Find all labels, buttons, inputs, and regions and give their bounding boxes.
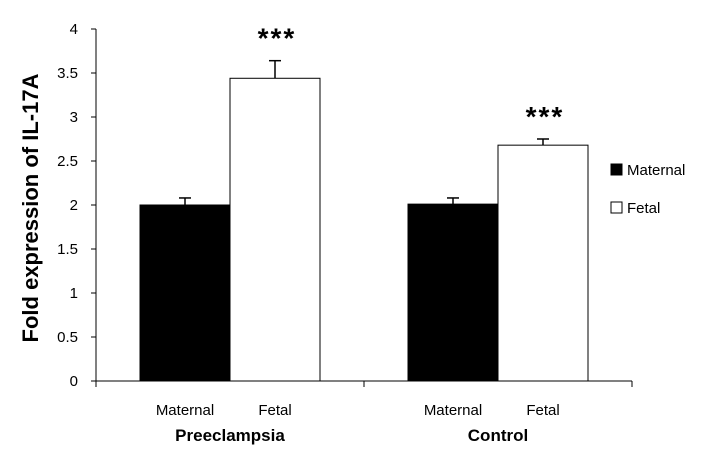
- x-category-label: Fetal: [258, 402, 291, 419]
- legend: Maternal Fetal: [610, 162, 685, 217]
- x-category-label: Maternal: [424, 402, 482, 419]
- bar-preeclampsia-fetal: [229, 77, 321, 382]
- group-label: Preeclampsia: [175, 426, 285, 445]
- group-label: Control: [468, 426, 528, 445]
- legend-label-fetal: Fetal: [627, 200, 660, 217]
- y-tick-label: 2.5: [57, 153, 78, 170]
- y-tick-label: 2: [70, 197, 78, 214]
- significance-label: ***: [258, 23, 297, 54]
- y-tick-label: 0.5: [57, 329, 78, 346]
- y-axis-label: Fold expression of IL-17A: [18, 73, 43, 342]
- x-category-label: Fetal: [526, 402, 559, 419]
- x-category-label: Maternal: [156, 402, 214, 419]
- bar-control-fetal: [497, 144, 589, 382]
- legend-label-maternal: Maternal: [627, 162, 685, 179]
- y-tick-label: 3.5: [57, 65, 78, 82]
- y-tick-label: 3: [70, 109, 78, 126]
- bar-preeclampsia-maternal: [139, 204, 231, 382]
- y-tick-label: 0: [70, 373, 78, 390]
- y-tick-label: 1: [70, 285, 78, 302]
- significance-label: ***: [526, 101, 565, 132]
- labels: Fold expression of IL-17A Maternal *** Feta…: [18, 23, 565, 445]
- bar-control-maternal: [407, 203, 499, 382]
- legend-swatch-maternal: [610, 163, 623, 176]
- y-tick-label: 1.5: [57, 241, 78, 258]
- legend-swatch-fetal: [610, 201, 623, 214]
- y-tick-label: 4: [70, 21, 78, 38]
- bars: [139, 59, 589, 382]
